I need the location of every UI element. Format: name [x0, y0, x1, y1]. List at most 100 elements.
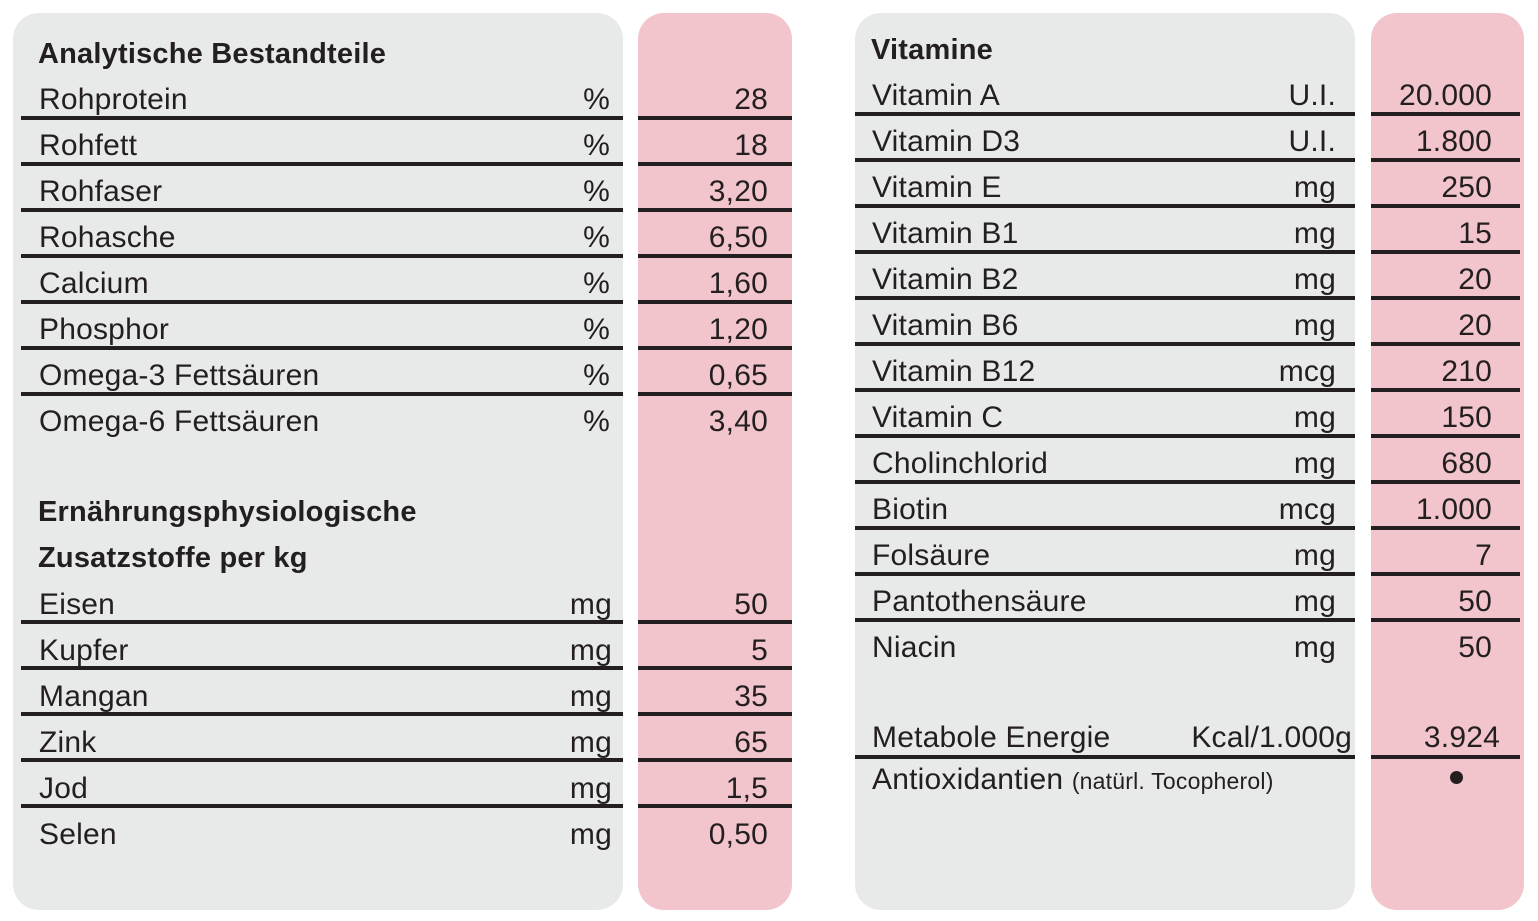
row-divider-value [638, 758, 792, 762]
row-unit: % [583, 129, 610, 162]
row-name: Vitamin E [872, 171, 1002, 204]
row-value: 50 [1458, 631, 1492, 664]
row-name: Jod [39, 772, 88, 805]
row-value: 250 [1441, 171, 1492, 204]
row-divider-value [1371, 158, 1520, 162]
row-unit: mg [1293, 309, 1336, 342]
row-divider [855, 434, 1355, 438]
row-divider [855, 112, 1355, 116]
row-unit: mg [569, 772, 612, 805]
bullet-dot-icon [1450, 771, 1463, 784]
row-name: Zink [39, 726, 97, 759]
energy-value: 3.924 [1423, 721, 1500, 754]
vitamins-heading: Vitamine [871, 34, 993, 66]
row-value: 0,50 [708, 818, 768, 851]
row-unit: mg [1293, 447, 1336, 480]
row-value: 20 [1458, 263, 1492, 296]
row-value: 150 [1441, 401, 1492, 434]
row-unit: mg [569, 634, 612, 667]
row-value: 50 [734, 588, 768, 621]
row-divider [855, 296, 1355, 300]
row-divider [21, 392, 623, 396]
row-unit: % [583, 221, 610, 254]
row-divider [21, 346, 623, 350]
row-divider-value [638, 254, 792, 258]
row-name: Rohfaser [39, 175, 163, 208]
row-value: 50 [1458, 585, 1492, 618]
row-value: 1.800 [1415, 125, 1492, 158]
row-value: 20.000 [1399, 79, 1492, 112]
row-name: Selen [39, 818, 117, 851]
row-name: Vitamin B6 [872, 309, 1019, 342]
row-name: Rohprotein [39, 83, 188, 116]
row-divider [21, 666, 623, 670]
row-divider [21, 254, 623, 258]
row-value: 210 [1441, 355, 1492, 388]
row-divider [855, 250, 1355, 254]
row-value: 1,20 [708, 313, 768, 346]
row-name: Calcium [39, 267, 149, 300]
row-divider [855, 572, 1355, 576]
row-divider [21, 162, 623, 166]
row-name: Rohfett [39, 129, 138, 162]
row-name: Mangan [39, 680, 149, 713]
row-unit: mg [1293, 263, 1336, 296]
row-name: Vitamin B1 [872, 217, 1019, 250]
additives-heading-line1: Ernährungsphysiologische [38, 496, 417, 528]
row-unit: mg [1293, 585, 1336, 618]
row-value: 0,65 [708, 359, 768, 392]
row-divider-value [1371, 572, 1520, 576]
row-unit: mg [569, 818, 612, 851]
row-unit: mg [1293, 217, 1336, 250]
row-divider-value [1371, 250, 1520, 254]
row-unit: mcg [1278, 355, 1336, 388]
energy-label: Metabole Energie [872, 721, 1111, 754]
row-value: 65 [734, 726, 768, 759]
right-value-panel [1371, 13, 1524, 910]
row-name: Eisen [39, 588, 116, 621]
row-divider-value [638, 346, 792, 350]
row-divider-value [1371, 204, 1520, 208]
row-value: 20 [1458, 309, 1492, 342]
row-divider-value [638, 208, 792, 212]
row-value: 7 [1475, 539, 1492, 572]
row-value: 15 [1458, 217, 1492, 250]
row-name: Biotin [872, 493, 949, 526]
row-unit: % [583, 267, 610, 300]
row-value: 28 [734, 83, 768, 116]
row-unit: % [583, 175, 610, 208]
row-unit: % [583, 405, 610, 438]
row-unit: mg [569, 680, 612, 713]
row-name: Vitamin C [872, 401, 1004, 434]
row-divider-value [1371, 480, 1520, 484]
row-divider [21, 712, 623, 716]
row-name: Cholinchlorid [872, 447, 1049, 480]
left-value-panel [638, 13, 792, 910]
row-value: 5 [751, 634, 768, 667]
row-divider [21, 300, 623, 304]
row-unit: U.I. [1288, 79, 1336, 112]
row-divider-value [1371, 526, 1520, 530]
row-name: Vitamin D3 [872, 125, 1021, 158]
row-name: Vitamin B2 [872, 263, 1019, 296]
row-divider-value [638, 712, 792, 716]
antioxidants-label: Antioxidantien (natürl. Tocopherol) [872, 762, 1274, 799]
additives-heading-line2: Zusatzstoffe per kg [38, 542, 308, 574]
row-divider-value [1371, 434, 1520, 438]
row-divider-value [638, 392, 792, 396]
row-divider [855, 618, 1355, 622]
row-value: 1,60 [708, 267, 768, 300]
antioxidants-name: Antioxidantien [872, 763, 1064, 796]
row-name: Phosphor [39, 313, 170, 346]
row-value: 35 [734, 680, 768, 713]
row-divider [21, 620, 623, 624]
row-value: 18 [734, 129, 768, 162]
right-label-panel [855, 13, 1355, 910]
row-divider-value [1371, 618, 1520, 622]
row-divider [855, 526, 1355, 530]
row-unit: mcg [1278, 493, 1336, 526]
row-unit: mg [569, 588, 612, 621]
row-unit: mg [1293, 631, 1336, 664]
row-unit: U.I. [1288, 125, 1336, 158]
row-value: 3,40 [708, 405, 768, 438]
